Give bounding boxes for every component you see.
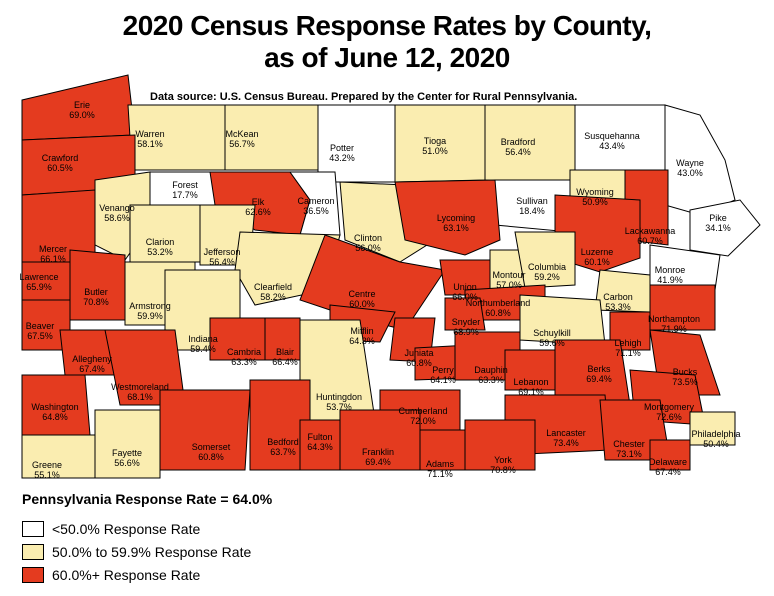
county-label-greene: Greene 55.1%: [32, 460, 62, 480]
data-source-note: Data source: U.S. Census Bureau. Prepare…: [150, 91, 578, 103]
county-label-cambria: Cambria 63.3%: [227, 347, 261, 367]
county-snyder: [444, 297, 486, 331]
legend-swatch-mid: [22, 544, 44, 560]
county-label-sullivan: Sullivan 18.4%: [516, 196, 548, 216]
county-label-blair: Blair 66.4%: [272, 347, 298, 367]
county-label-forest: Forest 17.7%: [172, 180, 198, 200]
county-label-juniata: Juniata 60.8%: [404, 348, 433, 368]
county-label-franklin: Franklin 69.4%: [362, 447, 394, 467]
county-label-bedford: Bedford 63.7%: [267, 437, 299, 457]
county-label-luzerne: Luzerne 60.1%: [581, 247, 614, 267]
county-fayette: [94, 409, 161, 479]
county-label-philadelphia: Philadelphia 50.4%: [691, 429, 740, 449]
county-label-clearfield: Clearfield 58.2%: [254, 282, 292, 302]
county-label-montour: Montour 57.0%: [492, 270, 525, 290]
county-label-somerset: Somerset 60.8%: [192, 442, 231, 462]
county-label-erie: Erie 69.0%: [69, 100, 95, 120]
county-label-northampton: Northampton 71.9%: [648, 314, 700, 334]
county-label-carbon: Carbon 53.3%: [603, 292, 633, 312]
county-label-westmoreland: Westmoreland 68.1%: [111, 382, 169, 402]
legend-swatch-high: [22, 567, 44, 583]
county-label-tioga: Tioga 51.0%: [422, 136, 448, 156]
county-label-crawford: Crawford 60.5%: [42, 153, 79, 173]
county-label-lehigh: Lehigh 71.1%: [614, 338, 641, 358]
pennsylvania-county-map: Erie 69.0% Warren 58.1% McKean 56.7% Potter 43.…: [19, 74, 761, 480]
county-label-schuylkill: Schuylkill 59.6%: [533, 328, 571, 348]
county-label-snyder: Snyder 68.9%: [452, 317, 481, 337]
county-label-perry: Perry 64.1%: [430, 365, 456, 385]
county-label-fulton: Fulton 64.3%: [307, 432, 333, 452]
county-label-northumberland: Northumberland 60.8%: [466, 298, 531, 318]
county-labels: Erie 69.0% Warren 58.1% McKean 56.7% Potter 43.…: [19, 100, 740, 480]
county-label-york: York 70.8%: [490, 455, 516, 475]
county-label-lebanon: Lebanon 69.1%: [513, 377, 548, 397]
county-label-clarion: Clarion 53.2%: [146, 237, 175, 257]
county-columbia: [514, 231, 576, 289]
county-label-lackawanna: Lackawanna 60.7%: [625, 226, 676, 246]
county-label-armstrong: Armstrong 59.9%: [129, 301, 171, 321]
county-label-mckean: McKean 56.7%: [225, 129, 258, 149]
state-response-rate: Pennsylvania Response Rate = 64.0%: [22, 491, 273, 507]
county-label-berks: Berks 69.4%: [586, 364, 612, 384]
county-label-venango: Venango 58.6%: [99, 203, 135, 223]
county-label-potter: Potter 43.2%: [329, 143, 355, 163]
county-label-monroe: Monroe 41.9%: [655, 265, 686, 285]
county-label-clinton: Clinton 56.0%: [354, 233, 382, 253]
county-label-wyoming: Wyoming 50.9%: [576, 187, 613, 207]
county-philadelphia: [689, 411, 736, 446]
legend-label-high: 60.0%+ Response Rate: [52, 567, 201, 583]
county-label-pike: Pike 34.1%: [705, 213, 731, 233]
map-title-line-1: 2020 Census Response Rates by County,: [122, 10, 652, 41]
county-york: [464, 419, 536, 471]
county-label-lancaster: Lancaster 73.4%: [546, 428, 586, 448]
county-label-montgomery: Montgomery 72.6%: [644, 402, 695, 422]
legend-swatch-low: [22, 521, 44, 537]
county-label-delaware: Delaware 67.4%: [649, 457, 687, 477]
county-label-adams: Adams 71.1%: [426, 459, 455, 479]
county-label-bradford: Bradford 56.4%: [501, 137, 536, 157]
county-label-lycoming: Lycoming 63.1%: [437, 213, 475, 233]
county-label-jefferson: Jefferson 56.4%: [204, 247, 241, 267]
county-lycoming: [394, 179, 501, 256]
county-label-columbia: Columbia 59.2%: [528, 262, 566, 282]
county-label-bucks: Bucks 73.5%: [672, 367, 698, 387]
county-regions: [21, 74, 761, 479]
county-label-beaver: Beaver 67.5%: [26, 321, 55, 341]
county-label-washington: Washington 64.8%: [31, 402, 78, 422]
county-label-mercer: Mercer 66.1%: [39, 244, 67, 264]
county-butler: [69, 249, 126, 321]
county-label-cumberland: Cumberland 72.0%: [398, 406, 447, 426]
county-label-mifflin: Mifflin 64.3%: [349, 326, 375, 346]
legend-label-mid: 50.0% to 59.9% Response Rate: [52, 544, 252, 560]
county-label-elk: Elk 62.6%: [245, 197, 271, 217]
county-label-huntingdon: Huntingdon 53.7%: [316, 392, 362, 412]
county-pike: [689, 199, 761, 257]
county-label-centre: Centre 60.0%: [348, 289, 375, 309]
county-label-chester: Chester 73.1%: [613, 439, 645, 459]
county-label-wayne: Wayne 43.0%: [676, 158, 704, 178]
county-label-susquehanna: Susquehanna 43.4%: [584, 131, 640, 151]
legend-item-mid: 50.0% to 59.9% Response Rate: [22, 543, 251, 561]
county-label-indiana: Indiana 59.4%: [188, 334, 218, 354]
legend-item-high: 60.0%+ Response Rate: [22, 566, 200, 584]
county-label-warren: Warren 58.1%: [135, 129, 164, 149]
county-label-union: Union 66.0%: [452, 282, 478, 302]
county-label-butler: Butler 70.8%: [83, 287, 109, 307]
county-label-cameron: Cameron 36.5%: [297, 196, 334, 216]
county-label-fayette: Fayette 56.6%: [112, 448, 142, 468]
county-label-lawrence: Lawrence 65.9%: [19, 272, 58, 292]
county-label-dauphin: Dauphin 63.3%: [474, 365, 508, 385]
legend-label-low: <50.0% Response Rate: [52, 521, 201, 537]
map-title-line-2: as of June 12, 2020: [264, 42, 510, 73]
county-delaware: [649, 439, 691, 471]
county-label-allegheny: Allegheny 67.4%: [72, 354, 112, 374]
legend-item-low: <50.0% Response Rate: [22, 520, 200, 538]
